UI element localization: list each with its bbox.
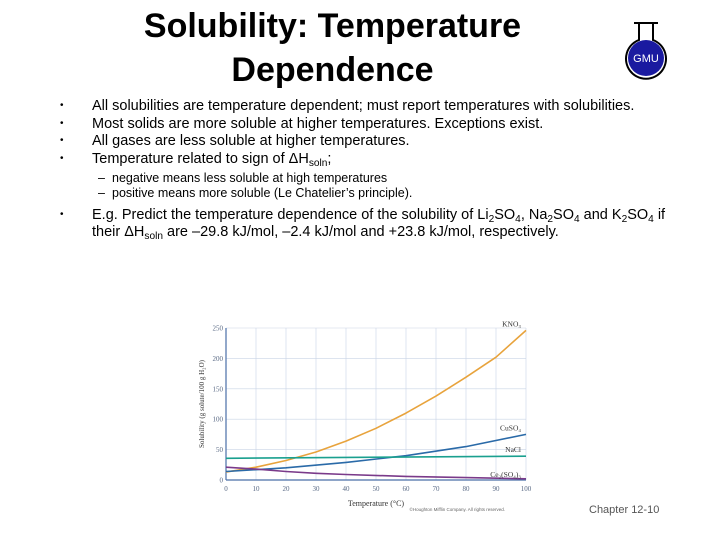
- x-tick-label: 60: [403, 485, 411, 493]
- series-label: CuSO₄: [500, 423, 521, 432]
- y-tick-label: 200: [213, 355, 224, 363]
- bullet-item: • All gases are less soluble at higher te…: [60, 133, 410, 149]
- x-axis-label: Temperature (°C): [348, 499, 405, 508]
- y-tick-label: 150: [213, 385, 224, 393]
- bullet-item: • Temperature related to sign of ΔHsoln;: [60, 150, 332, 169]
- x-tick-label: 0: [224, 485, 228, 493]
- x-tick-label: 20: [283, 485, 291, 493]
- sub-bullet-item: – negative means less soluble at high tem…: [98, 171, 388, 185]
- x-tick-label: 40: [343, 485, 351, 493]
- series-line: [225, 433, 527, 473]
- y-axis-label: Solubility (g solute/100 g H₂O): [198, 359, 206, 448]
- series-line: [225, 329, 527, 473]
- bullet-item-example: • E.g. Predict the temperature dependence…: [60, 207, 666, 242]
- x-tick-label: 50: [373, 485, 381, 493]
- series-line: [225, 466, 527, 480]
- bullet-item: • Most solids are more soluble at higher …: [60, 115, 544, 132]
- x-tick-label: 30: [313, 485, 321, 493]
- x-tick-label: 100: [521, 485, 532, 493]
- x-tick-label: 90: [493, 485, 501, 493]
- copyright-credit: ©Houghton Mifflin Company. All rights re…: [410, 506, 505, 512]
- x-tick-label: 10: [253, 485, 261, 493]
- x-tick-label: 80: [463, 485, 471, 493]
- sub-bullet-item: – positive means more soluble (Le Chateli…: [98, 186, 413, 200]
- logo-label: GMU: [633, 53, 659, 65]
- series-label: Ce₂(SO₄)₃: [490, 470, 521, 479]
- series-line: [225, 455, 527, 460]
- x-tick-label: 70: [433, 485, 441, 493]
- slide-footer: Chapter 12-10: [589, 504, 660, 516]
- y-tick-label: 0: [220, 477, 224, 485]
- series-label: NaCl: [505, 445, 521, 454]
- solubility-chart: 0 10 20 30 40 50 60 70 80 90 100 0 50 100 150 200 250 Tem…: [198, 320, 532, 512]
- y-tick-label: 100: [213, 416, 224, 424]
- page-title: Solubility: Temperature Dependence: [143, 7, 522, 89]
- bullet-item: • All solubilities are temperature depend…: [60, 98, 635, 114]
- y-tick-label: 250: [213, 325, 224, 333]
- flask-icon: GMU: [625, 22, 667, 80]
- bullet-list: • All solubilities are temperature depend…: [60, 98, 670, 242]
- series-label: KNO₃: [502, 320, 521, 328]
- y-tick-label: 50: [216, 446, 224, 454]
